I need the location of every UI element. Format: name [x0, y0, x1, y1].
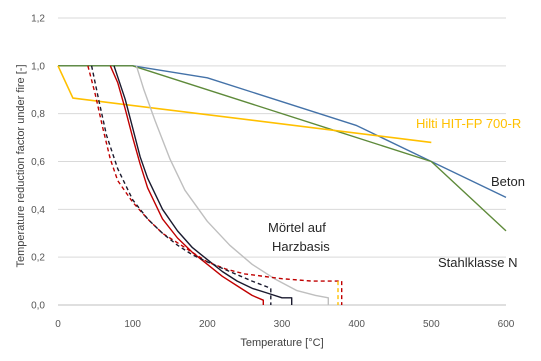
annotation-moertel-line-1: Mörtel auf	[268, 220, 326, 235]
x-tick-label: 500	[423, 319, 440, 330]
annotation-beton: Beton	[491, 174, 525, 189]
x-tick-label: 200	[199, 319, 216, 330]
x-tick-label: 400	[348, 319, 365, 330]
y-tick-label: 0,0	[31, 301, 45, 312]
series-line-8	[90, 65, 272, 305]
series-line-4	[109, 65, 264, 305]
tick-labels: 0,0 0,2 0,4 0,6 0,8 1,0 1,2 0 100 200 300 400 500 600	[31, 14, 515, 331]
series-line-2	[58, 65, 507, 232]
series-line-6	[135, 65, 329, 305]
series-line-5	[113, 65, 293, 305]
y-tick-label: 0,8	[31, 109, 45, 120]
y-tick-label: 0,6	[31, 157, 45, 168]
x-tick-label: 100	[124, 319, 141, 330]
series-line-3	[57, 65, 432, 144]
y-tick-label: 0,4	[31, 205, 45, 216]
x-tick-label: 0	[55, 319, 61, 330]
y-axis-title: Temperature reduction factor under fire …	[15, 65, 27, 268]
series-line-1	[58, 65, 507, 199]
x-tick-label: 300	[274, 319, 291, 330]
y-tick-label: 0,2	[31, 253, 45, 264]
x-tick-label: 600	[498, 319, 515, 330]
y-tick-label: 1,2	[31, 14, 45, 25]
annotation-stahlklasse: Stahlklasse N	[438, 255, 517, 270]
annotation-hilti: Hilti HIT-FP 700-R	[416, 116, 521, 131]
series-line-7	[87, 65, 343, 305]
annotation-moertel-line-2: Harzbasis	[272, 239, 330, 254]
series-lines	[57, 65, 507, 305]
x-axis-title: Temperature [°C]	[240, 337, 323, 349]
y-tick-label: 1,0	[31, 61, 45, 72]
